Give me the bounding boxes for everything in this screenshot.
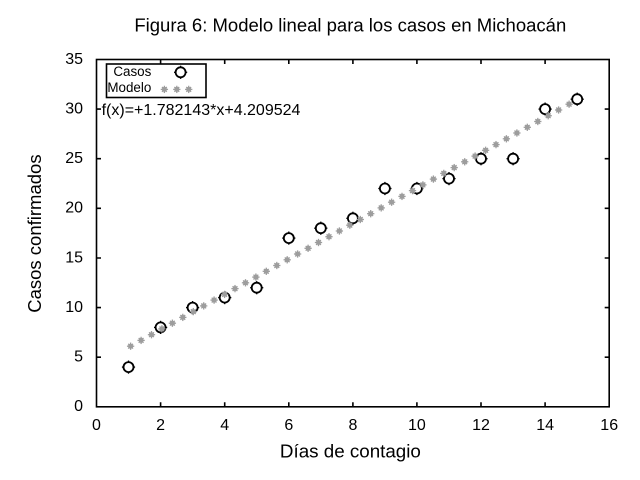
svg-text:14: 14 bbox=[536, 417, 554, 434]
svg-text:Casos: Casos bbox=[113, 64, 151, 79]
svg-text:35: 35 bbox=[65, 51, 83, 68]
svg-text:5: 5 bbox=[74, 349, 83, 366]
svg-text:Modelo: Modelo bbox=[107, 80, 151, 95]
svg-text:Casos confirmados: Casos confirmados bbox=[24, 154, 45, 312]
svg-text:Días de contagio: Días de contagio bbox=[280, 440, 421, 461]
svg-text:Figura 6: Modelo lineal para l: Figura 6: Modelo lineal para los casos e… bbox=[134, 15, 566, 36]
svg-text:2: 2 bbox=[156, 417, 165, 434]
svg-text:f(x)=+1.782143*x+4.209524: f(x)=+1.782143*x+4.209524 bbox=[102, 102, 301, 119]
svg-text:25: 25 bbox=[65, 150, 83, 167]
svg-text:10: 10 bbox=[65, 299, 83, 316]
svg-text:0: 0 bbox=[74, 398, 83, 415]
svg-text:4: 4 bbox=[220, 417, 229, 434]
svg-text:16: 16 bbox=[600, 417, 618, 434]
svg-text:20: 20 bbox=[65, 200, 83, 217]
svg-text:6: 6 bbox=[284, 417, 293, 434]
svg-text:0: 0 bbox=[92, 417, 101, 434]
svg-text:10: 10 bbox=[408, 417, 426, 434]
svg-text:8: 8 bbox=[348, 417, 357, 434]
svg-text:30: 30 bbox=[65, 101, 83, 118]
svg-text:12: 12 bbox=[472, 417, 490, 434]
svg-text:15: 15 bbox=[65, 249, 83, 266]
